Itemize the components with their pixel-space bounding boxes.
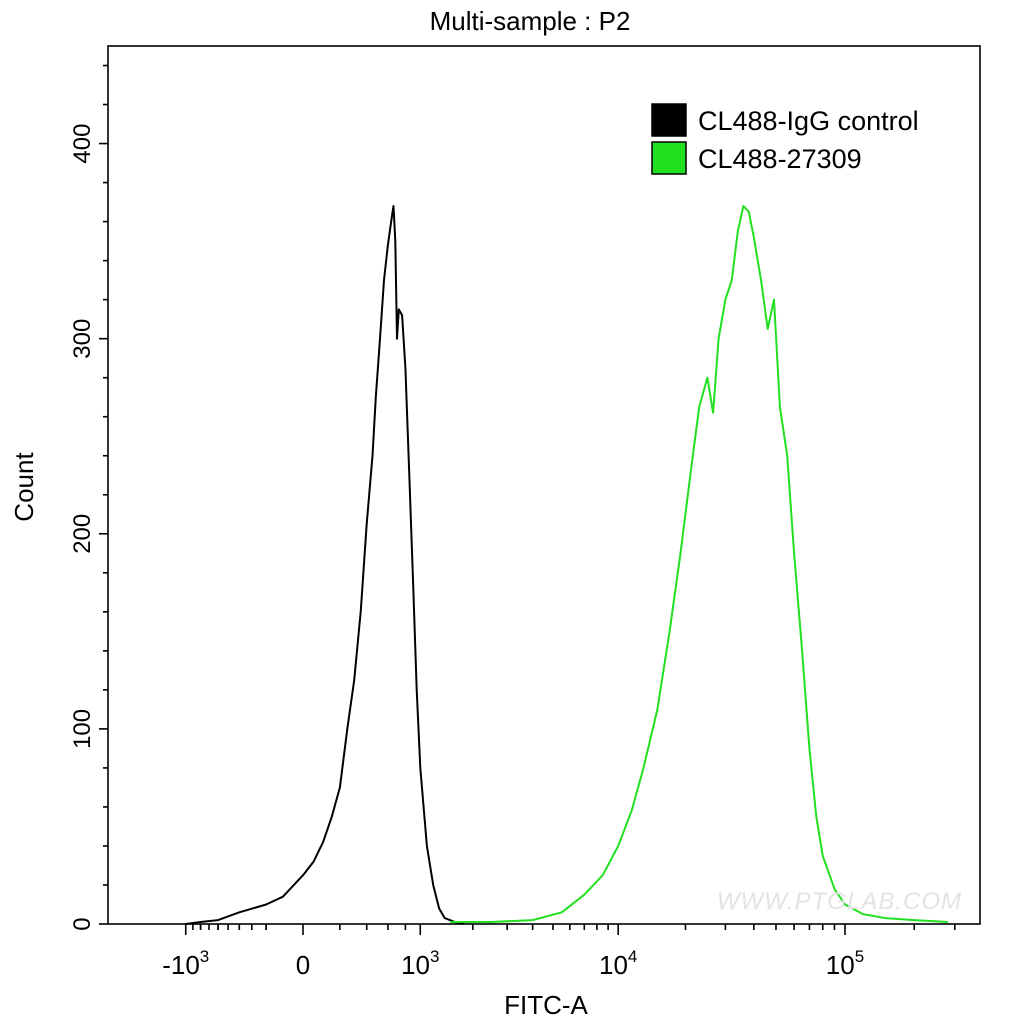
x-tick-label: 103	[401, 947, 439, 980]
series-line-2	[450, 205, 948, 923]
chart-title: Multi-sample : P2	[430, 6, 631, 36]
y-tick-label: 300	[69, 319, 96, 359]
x-tick-exponent: 3	[200, 947, 209, 966]
x-tick-label: 105	[826, 947, 864, 980]
x-tick-base: 10	[599, 950, 628, 980]
series-layer	[185, 205, 948, 925]
series-line-1	[185, 205, 465, 925]
y-axis-ticks: 0 100 200 300 400	[69, 124, 108, 931]
watermark-text: WWW.PTGLAB.COM	[717, 888, 962, 915]
legend-swatch	[651, 141, 687, 175]
plot-frame	[107, 45, 981, 925]
y-tick-label: 400	[69, 124, 96, 164]
x-tick-exponent: 4	[628, 947, 637, 966]
y-minor-ticks	[103, 64, 108, 886]
legend-swatch	[651, 103, 687, 137]
x-tick-label: 104	[599, 947, 637, 980]
legend-label: CL488-IgG control	[698, 106, 919, 136]
x-tick-label: 0	[296, 950, 310, 980]
x-tick-base: -10	[162, 950, 200, 980]
y-tick-label: 100	[69, 709, 96, 749]
x-tick-base: 10	[826, 950, 855, 980]
x-tick-base: 0	[296, 950, 310, 980]
y-axis-label: Count	[9, 452, 39, 522]
y-tick-label: 200	[69, 514, 96, 554]
legend: CL488-IgG control CL488-27309	[651, 103, 919, 175]
legend-label: CL488-27309	[698, 144, 862, 174]
x-tick-base: 10	[401, 950, 430, 980]
x-tick-exponent: 5	[855, 947, 864, 966]
x-tick-exponent: 3	[430, 947, 439, 966]
x-minor-ticks	[192, 924, 956, 930]
x-axis-ticks: -103 0 103 104 105	[162, 924, 864, 980]
x-tick-label: -103	[162, 947, 209, 980]
x-axis-label: FITC-A	[504, 990, 588, 1020]
y-tick-label: 0	[69, 917, 96, 930]
